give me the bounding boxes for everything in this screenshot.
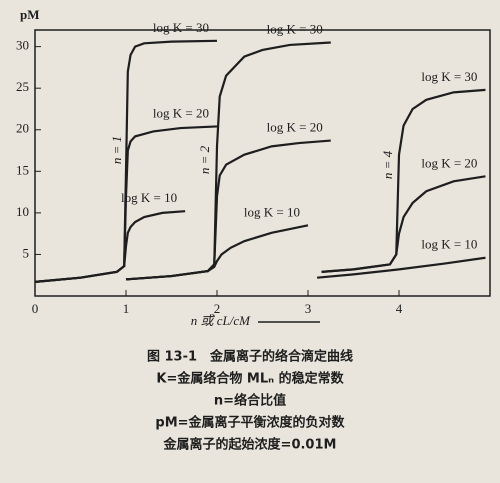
curve-label: log K = 20 (153, 105, 209, 120)
x-tick-label: 0 (32, 301, 39, 316)
x-tick-label: 4 (396, 301, 403, 316)
curve (34, 210, 186, 283)
curve-label: log K = 30 (153, 20, 209, 35)
caption-line: n=络合比值 (214, 393, 286, 409)
curve-label: log K = 10 (421, 237, 477, 252)
caption-line: K=金属络合物 MLₙ 的稳定常数 (156, 371, 344, 387)
y-tick-label: 25 (16, 79, 29, 94)
y-tick-label: 10 (16, 204, 29, 219)
y-tick-label: 20 (16, 121, 29, 136)
curve (321, 175, 486, 273)
y-tick-label: 30 (16, 38, 29, 53)
curve-label: log K = 10 (121, 190, 177, 205)
curve-label: log K = 30 (421, 69, 477, 84)
x-axis-label: n 或 cL/cM (191, 313, 251, 328)
y-tick-label: 5 (23, 245, 30, 260)
y-tick-label: 15 (16, 162, 29, 177)
curve-label: log K = 10 (244, 204, 300, 219)
annotation: n = 1 (109, 136, 124, 164)
x-tick-label: 1 (123, 301, 130, 316)
caption-line: 图 13-1 金属离子的络合滴定曲线 (147, 349, 353, 365)
x-tick-label: 2 (214, 301, 221, 316)
x-tick-label: 3 (305, 301, 312, 316)
curve-label: log K = 20 (267, 120, 323, 135)
y-axis-label: pM (20, 7, 40, 22)
curve (125, 224, 309, 281)
annotation: n = 4 (380, 150, 395, 179)
curve-label: log K = 20 (421, 155, 477, 170)
curve (316, 256, 486, 279)
caption-line: pM=金属离子平衡浓度的负对数 (155, 415, 345, 431)
plot-frame (34, 29, 491, 297)
curve-label: log K = 30 (267, 21, 323, 36)
annotation: n = 2 (197, 145, 212, 174)
caption-line: 金属离子的起始浓度=0.01M (163, 437, 337, 453)
